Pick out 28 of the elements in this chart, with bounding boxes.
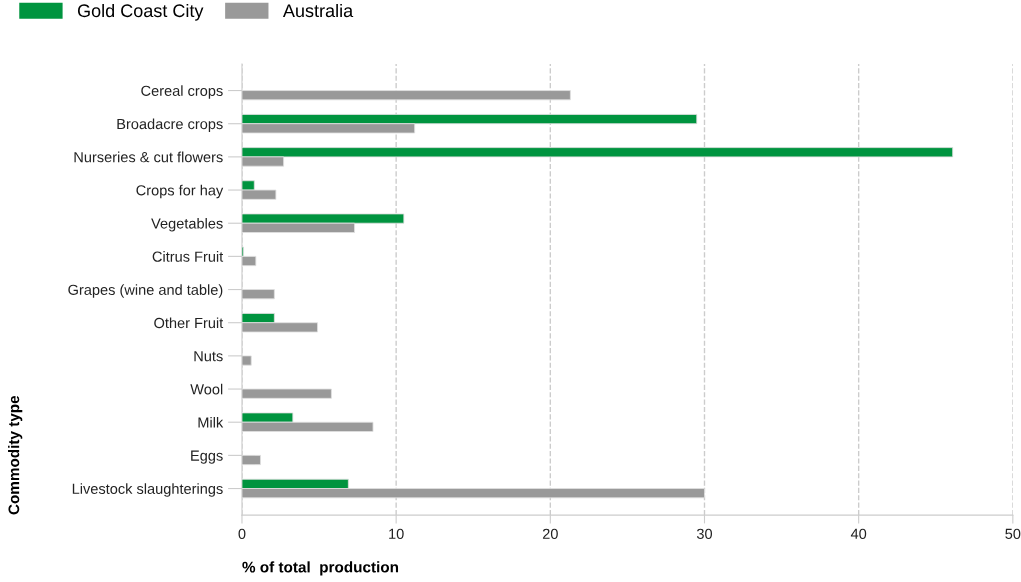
y-tick-label: Nurseries & cut flowers xyxy=(74,151,223,163)
x-tick-label: 30 xyxy=(696,528,713,539)
y-tick-label: Wool xyxy=(190,383,223,395)
x-tick-label: 50 xyxy=(1005,528,1021,539)
y-tick-label: Grapes (wine and table) xyxy=(68,284,223,298)
y-tick-label: Broadacre crops xyxy=(117,118,223,133)
x-tick-label: 40 xyxy=(850,528,867,539)
y-tick-label: Cereal crops xyxy=(141,85,223,99)
legend-label: Australia xyxy=(282,3,354,18)
y-tick-label: Other Fruit xyxy=(154,317,224,329)
bar xyxy=(241,388,332,399)
y-tick-label: Nuts xyxy=(194,351,223,362)
x-tick-label: 20 xyxy=(542,528,558,539)
x-tick-label: 0 xyxy=(238,528,246,539)
y-tick-label: Eggs xyxy=(191,450,223,464)
y-tick-label: Milk xyxy=(198,416,224,428)
bar xyxy=(241,289,275,300)
y-tick-label: Vegetables xyxy=(151,217,223,232)
bar xyxy=(241,90,571,101)
x-axis-title: % of total production xyxy=(242,561,399,576)
y-axis-title: Commodity type xyxy=(8,395,23,515)
y-tick-label: Citrus Fruit xyxy=(152,251,224,262)
bar xyxy=(241,355,252,366)
x-tick-label: 10 xyxy=(389,528,404,539)
y-tick-label: Crops for hay xyxy=(136,184,224,199)
y-tick-label: Livestock slaughterings xyxy=(72,483,223,497)
legend-label: Gold Coast City xyxy=(77,3,204,21)
bar xyxy=(241,454,261,466)
